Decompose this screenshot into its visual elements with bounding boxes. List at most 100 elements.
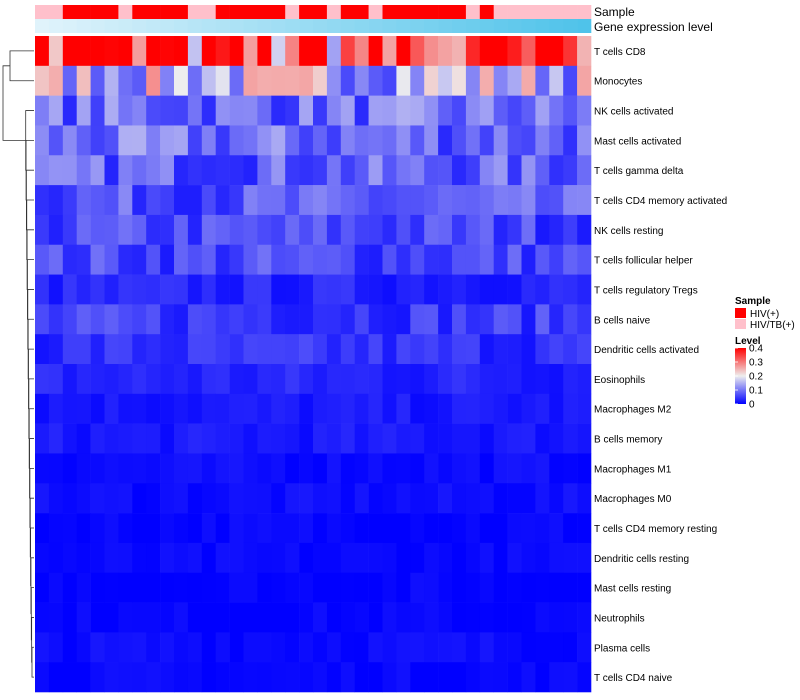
heatmap-cell [257,36,272,67]
expression-annotation-cell [201,19,216,33]
heatmap-cell [521,304,536,335]
heatmap-cell [243,304,258,335]
heatmap-cell [507,602,522,633]
heatmap-cell [160,513,175,544]
heatmap-cell [90,602,105,633]
heatmap-cell [271,36,286,67]
heatmap-cell [382,125,397,156]
heatmap-cell [229,274,244,305]
expression-annotation-cell [535,19,550,33]
heatmap-cell [76,662,91,693]
heatmap-cell [410,423,425,454]
heatmap-cell [215,453,230,484]
heatmap-cell [243,214,258,246]
sample-annotation-cell [313,5,328,19]
heatmap-cell [465,364,481,395]
row-labels: T cells CD8 Monocytes NK cells activated Ma… [594,47,727,684]
heatmap-cell [299,155,314,186]
heatmap-cell [577,185,592,216]
heatmap-cell [62,453,77,484]
heatmap-cell [382,304,397,335]
heatmap-cell [479,602,494,633]
heatmap-cell [507,662,522,693]
row-label: NK cells activated [594,107,673,118]
heatmap-cell [76,632,91,663]
sample-annotation-cell [285,5,300,19]
heatmap-cell [438,632,453,663]
heatmap-cell [132,304,147,335]
expression-annotation-cell [382,19,397,33]
heatmap-cell [368,632,383,663]
row-label: Macrophages M2 [594,405,672,416]
heatmap-cell [90,185,105,216]
heatmap-cell [382,36,397,67]
heatmap-cell [76,65,91,96]
heatmap-cell [118,244,133,275]
row-label: B cells naive [594,315,651,326]
heatmap-cell [438,393,453,424]
heatmap-cell [340,274,355,305]
heatmap-cell [174,393,189,424]
heatmap-cell [48,364,64,395]
heatmap-cell [257,572,272,603]
expression-annotation-cell [368,19,383,33]
sample-annotation-cell [229,5,244,19]
expression-annotation-cell [104,19,119,33]
heatmap-cell [90,483,105,514]
heatmap-cell [340,632,355,663]
heatmap-cell [201,602,216,633]
heatmap-cell [285,483,300,514]
heatmap-cell [493,364,508,395]
legend-level-title: Level [735,336,761,347]
heatmap-cell [368,185,383,216]
heatmap-cell [354,572,369,603]
heatmap-cell [229,155,244,186]
heatmap-cell [340,542,355,574]
heatmap-cell [215,125,230,156]
heatmap-cell [396,393,411,424]
heatmap-cell [132,36,147,67]
heatmap-cell [382,95,397,126]
heatmap-cell [285,662,300,693]
heatmap-cell [521,125,536,156]
heatmap-cell [535,483,550,514]
heatmap-cell [90,542,105,574]
heatmap-cell [174,483,189,514]
heatmap-cell [174,95,189,126]
expression-annotation-cell [62,19,77,33]
heatmap-cell [160,453,175,484]
row-label: Dendritic cells resting [594,554,689,565]
heatmap-cell [257,662,272,693]
heatmap-cell [396,423,411,454]
heatmap-cell [549,572,564,603]
heatmap-cell [326,65,342,96]
heatmap-cell [229,244,244,275]
heatmap-cell [326,572,342,603]
heatmap-cell [368,214,383,246]
heatmap-cell [577,155,592,186]
heatmap-cell [507,244,522,275]
heatmap-cell [118,542,133,574]
heatmap-cell [257,513,272,544]
heatmap-cell [215,483,230,514]
heatmap-cell [35,393,50,424]
heatmap-cell [326,483,342,514]
heatmap-cell [48,274,64,305]
heatmap-cell [174,125,189,156]
heatmap-cell [146,572,161,603]
heatmap-cell [396,453,411,484]
heatmap-cell [285,185,300,216]
heatmap-cell [160,483,175,514]
heatmap-cell [48,185,64,216]
heatmap-cell [493,155,508,186]
heatmap-cell [132,334,147,365]
heatmap-cell [35,453,50,484]
heatmap-cell [326,95,342,126]
heatmap-cell [452,632,467,663]
expression-annotation-cell [187,19,203,33]
heatmap-cell [368,304,383,335]
heatmap-cell [160,662,175,693]
heatmap-cell [549,513,564,544]
heatmap-cell [354,632,369,663]
heatmap-cell [229,513,244,544]
